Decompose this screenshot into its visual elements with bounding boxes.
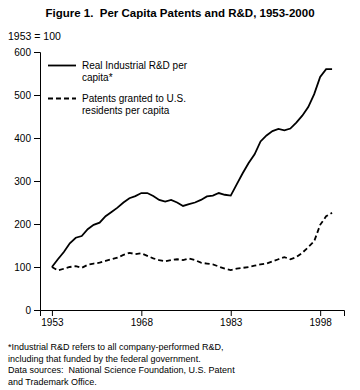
footnote: Data sources: National Science Foundatio… (8, 365, 235, 375)
tick: 600 (14, 47, 40, 58)
tick-mark (34, 310, 40, 311)
tick-mark (34, 52, 40, 53)
footnote: and Trademark Office. (8, 377, 97, 387)
tick-label: 1953 (41, 317, 64, 328)
legend-swatch (48, 65, 76, 67)
legend-label: Patents granted to U.S.residents per cap… (82, 93, 186, 116)
y-axis-label: 1953 = 100 (8, 30, 61, 42)
tick-mark (320, 310, 321, 316)
tick-label: 0 (25, 305, 31, 316)
tick: 400 (14, 133, 40, 144)
tick: 500 (14, 90, 40, 101)
tick: 0 (25, 305, 40, 316)
chart: Figure 1. Per Capita Patents and R&D, 19… (0, 0, 360, 390)
tick: 300 (14, 176, 40, 187)
tick-mark (34, 224, 40, 225)
tick-label: 200 (14, 219, 31, 230)
legend-item: Real Industrial R&D percapita* (48, 60, 188, 83)
footnote: including that funded by the federal gov… (8, 354, 201, 364)
tick-label: 600 (14, 47, 31, 58)
tick-label: 100 (14, 262, 31, 273)
tick: 1983 (220, 310, 243, 328)
lines (52, 69, 332, 270)
tick-label: 500 (14, 90, 31, 101)
footnote: *Industrial R&D refers to all company-pe… (8, 342, 224, 352)
tick: 1998 (310, 310, 333, 328)
y-axis: 0 100 200 300 400 500 600 (14, 47, 40, 316)
tick: 1953 (41, 310, 64, 328)
tick-mark (34, 95, 40, 96)
tick-mark (34, 181, 40, 182)
line (52, 213, 332, 271)
tick-label: 400 (14, 133, 31, 144)
tick-label: 1998 (310, 317, 333, 328)
tick-mark (34, 267, 40, 268)
legend-label: Real Industrial R&D percapita* (82, 60, 188, 83)
tick-mark (231, 310, 232, 316)
axis-line (34, 53, 41, 311)
tick-label: 300 (14, 176, 31, 187)
line (52, 69, 332, 267)
tick-label: 1968 (131, 317, 154, 328)
plot: 1953 1968 1983 1998 0 100 200 300 400 500 600 Real … (14, 47, 344, 328)
tick: 200 (14, 219, 40, 230)
legend-item: Patents granted to U.S.residents per cap… (48, 93, 186, 116)
tick-mark (34, 138, 40, 139)
legend-swatch (48, 98, 76, 100)
legend: Real Industrial R&D percapita* Patents gr… (48, 60, 188, 116)
title: Figure 1. Per Capita Patents and R&D, 19… (45, 7, 314, 19)
x-axis: 1953 1968 1983 1998 (41, 310, 345, 328)
tick-label: 1983 (220, 317, 243, 328)
tick-mark (141, 310, 142, 316)
axis-line (41, 311, 345, 317)
tick-mark (52, 310, 53, 316)
tick: 100 (14, 262, 40, 273)
tick: 1968 (131, 310, 154, 328)
